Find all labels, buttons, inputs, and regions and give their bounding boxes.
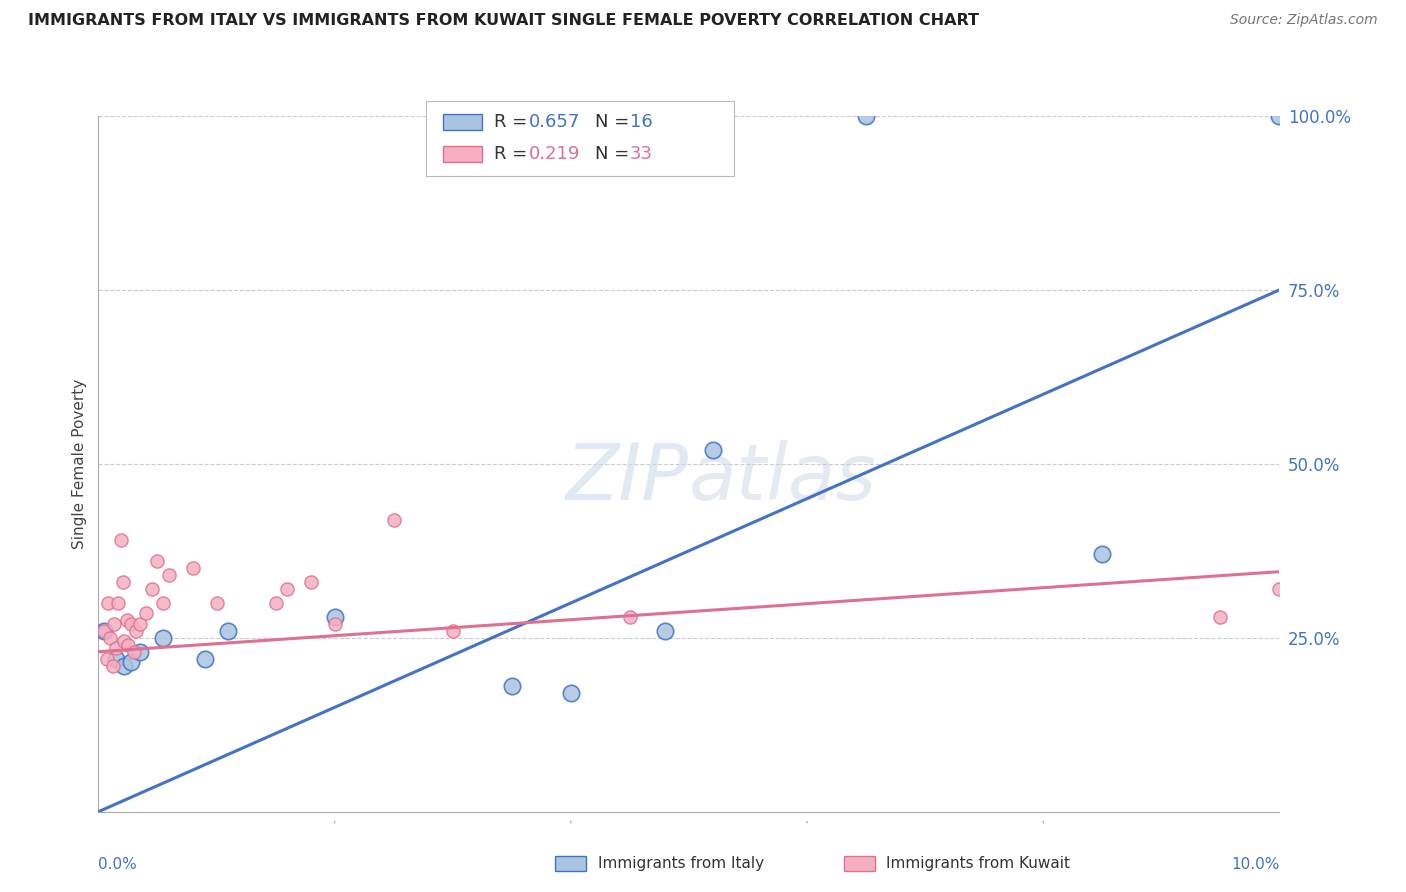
Point: [122, 645, 145, 659]
Point: [96, 651, 118, 665]
Point: [619, 610, 641, 624]
Point: [135, 607, 157, 621]
Text: IMMIGRANTS FROM ITALY VS IMMIGRANTS FROM KUWAIT SINGLE FEMALE POVERTY CORRELATIO: IMMIGRANTS FROM ITALY VS IMMIGRANTS FROM…: [28, 13, 979, 29]
Text: 10.0%: 10.0%: [1232, 857, 1279, 872]
Point: [105, 651, 128, 665]
Text: 0.657: 0.657: [529, 113, 581, 131]
Point: [1209, 610, 1232, 624]
Text: 0.219: 0.219: [529, 145, 581, 163]
Text: 33: 33: [630, 145, 652, 163]
Point: [107, 596, 129, 610]
Point: [441, 624, 464, 638]
Point: [1268, 582, 1291, 596]
Point: [128, 645, 150, 659]
Text: R =: R =: [494, 113, 533, 131]
Point: [105, 641, 128, 656]
Point: [97, 596, 120, 610]
Point: [141, 582, 163, 596]
Point: [152, 631, 174, 645]
Point: [654, 624, 676, 638]
Text: ZIP: ZIP: [567, 440, 689, 516]
Point: [128, 616, 150, 631]
Point: [110, 533, 132, 548]
Point: [112, 658, 135, 673]
Text: 16: 16: [630, 113, 652, 131]
Text: N =: N =: [595, 145, 634, 163]
Point: [855, 109, 877, 123]
Point: [115, 614, 138, 628]
Point: [217, 624, 239, 638]
Point: [121, 655, 143, 669]
Point: [702, 442, 724, 457]
Point: [194, 651, 217, 665]
Text: Immigrants from Italy: Immigrants from Italy: [598, 856, 763, 871]
Text: N =: N =: [595, 113, 634, 131]
Point: [146, 554, 169, 568]
Point: [560, 686, 582, 700]
Point: [157, 568, 180, 582]
Y-axis label: Single Female Poverty: Single Female Poverty: [72, 379, 87, 549]
Text: Immigrants from Kuwait: Immigrants from Kuwait: [886, 856, 1070, 871]
Text: 0.0%: 0.0%: [98, 857, 138, 872]
Point: [299, 575, 322, 590]
Point: [121, 616, 143, 631]
Point: [98, 631, 121, 645]
Point: [125, 624, 148, 638]
Point: [382, 512, 405, 526]
Text: Source: ZipAtlas.com: Source: ZipAtlas.com: [1230, 13, 1378, 28]
Point: [323, 610, 346, 624]
Text: R =: R =: [494, 145, 533, 163]
Point: [276, 582, 298, 596]
Point: [93, 624, 115, 638]
Point: [1268, 109, 1291, 123]
Point: [101, 658, 124, 673]
Text: atlas: atlas: [689, 440, 877, 516]
Point: [323, 616, 346, 631]
Point: [1091, 547, 1114, 561]
Point: [501, 680, 523, 694]
Point: [103, 616, 125, 631]
Point: [152, 596, 174, 610]
Point: [112, 575, 135, 590]
Point: [117, 638, 139, 652]
Point: [264, 596, 287, 610]
Point: [181, 561, 204, 575]
Point: [93, 624, 115, 638]
Point: [205, 596, 228, 610]
Point: [112, 634, 135, 648]
